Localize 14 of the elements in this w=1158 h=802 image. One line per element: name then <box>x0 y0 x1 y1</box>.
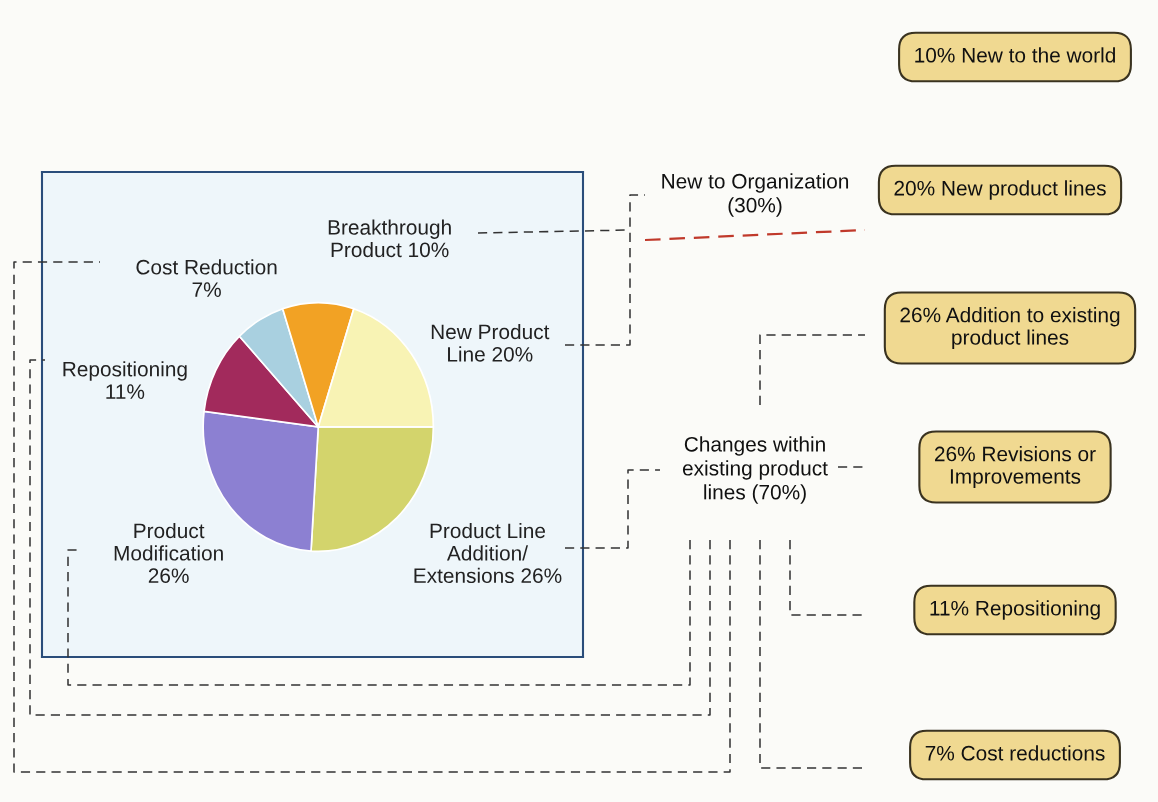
text: New to Organization (30%) <box>662 173 849 217</box>
text: 7% Cost reductions <box>925 745 1105 761</box>
text: 11% Repositioning <box>930 600 1100 620</box>
text: 20% New product lines <box>894 180 1106 200</box>
slice-label: Product Modification 26% <box>114 522 223 584</box>
slice-label: Product Line Addition/ Extensions 26% <box>414 522 562 584</box>
text: 26% Addition to existing product lines <box>900 307 1120 349</box>
slice-label: Repositioning 11% <box>63 361 187 399</box>
text: Changes within existing product lines (70%) <box>682 436 828 504</box>
text: 10% New to the world <box>915 47 1115 63</box>
text: 26% Revisions or Improvements <box>935 446 1096 488</box>
slice-label: New Product Line 20% <box>431 323 550 362</box>
slice-label: Cost Reduction 7% <box>136 259 277 297</box>
slice-label: Breakthrough Product 10% <box>328 219 451 258</box>
